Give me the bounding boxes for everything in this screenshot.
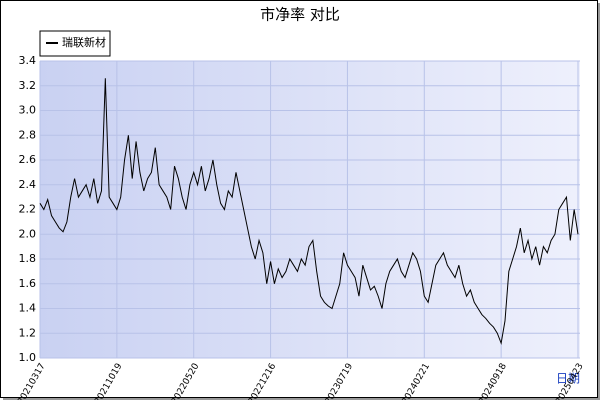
legend: 瑞联新材 xyxy=(39,30,111,57)
y-tick-label: 3.0 xyxy=(19,104,37,117)
y-tick-label: 1.2 xyxy=(19,326,37,339)
y-tick-label: 1.8 xyxy=(19,252,37,265)
y-tick-label: 2.2 xyxy=(19,203,37,216)
y-tick-label: 2.6 xyxy=(19,153,37,166)
y-tick-label: 2.0 xyxy=(19,227,37,240)
y-tick-label: 3.2 xyxy=(19,79,37,92)
y-tick-label: 2.4 xyxy=(19,178,37,191)
y-tick-label: 3.4 xyxy=(19,54,37,67)
y-tick-label: 2.8 xyxy=(19,128,37,141)
y-tick-label: 1.6 xyxy=(19,277,37,290)
x-axis-label: 日期 xyxy=(556,372,580,386)
y-tick-label: 1.0 xyxy=(19,351,37,364)
legend-label: 瑞联新材 xyxy=(62,35,106,49)
data-line xyxy=(39,78,579,346)
y-tick-label: 1.4 xyxy=(19,302,37,315)
chart-title: 市净率 对比 xyxy=(260,6,340,24)
